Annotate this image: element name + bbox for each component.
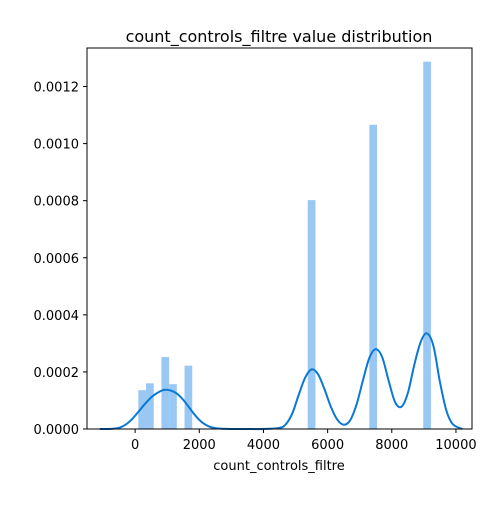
histogram-bar (423, 61, 431, 429)
y-tick-label: 0.0002 (34, 366, 80, 381)
kde-curve (99, 332, 463, 431)
y-axis-ticks: 0.0000 0.0002 0.0004 0.0006 0.0008 0.0010 0.00… (34, 81, 87, 438)
x-tick-label: 10000 (435, 438, 476, 453)
histogram-bar (138, 390, 147, 429)
histogram-bars (138, 61, 431, 430)
x-tick-label: 8000 (375, 438, 408, 453)
y-tick-label: 0.0010 (34, 138, 80, 153)
histogram-bar (307, 200, 316, 429)
histogram-bar (369, 124, 378, 430)
x-tick-label: 2000 (183, 438, 216, 453)
plot-frame (86, 47, 473, 430)
chart-title: count_controls_filtre value distribution (126, 27, 433, 47)
y-tick-label: 0.0012 (34, 81, 80, 96)
histogram-bar (161, 357, 170, 429)
histogram-bar (146, 383, 154, 429)
y-tick-label: 0.0006 (34, 252, 80, 267)
y-tick-label: 0.0008 (34, 195, 80, 210)
x-tick-label: 0 (131, 438, 139, 453)
y-tick-label: 0.0004 (34, 309, 80, 324)
histogram-bar (169, 384, 177, 429)
x-axis-ticks: 0 2000 4000 6000 8000 10000 (131, 429, 477, 453)
y-tick-label: 0.0000 (34, 423, 80, 438)
histogram-bar (184, 365, 193, 429)
x-tick-label: 6000 (311, 438, 344, 453)
x-tick-label: 4000 (247, 438, 280, 453)
x-axis-label: count_controls_filtre (213, 459, 344, 474)
